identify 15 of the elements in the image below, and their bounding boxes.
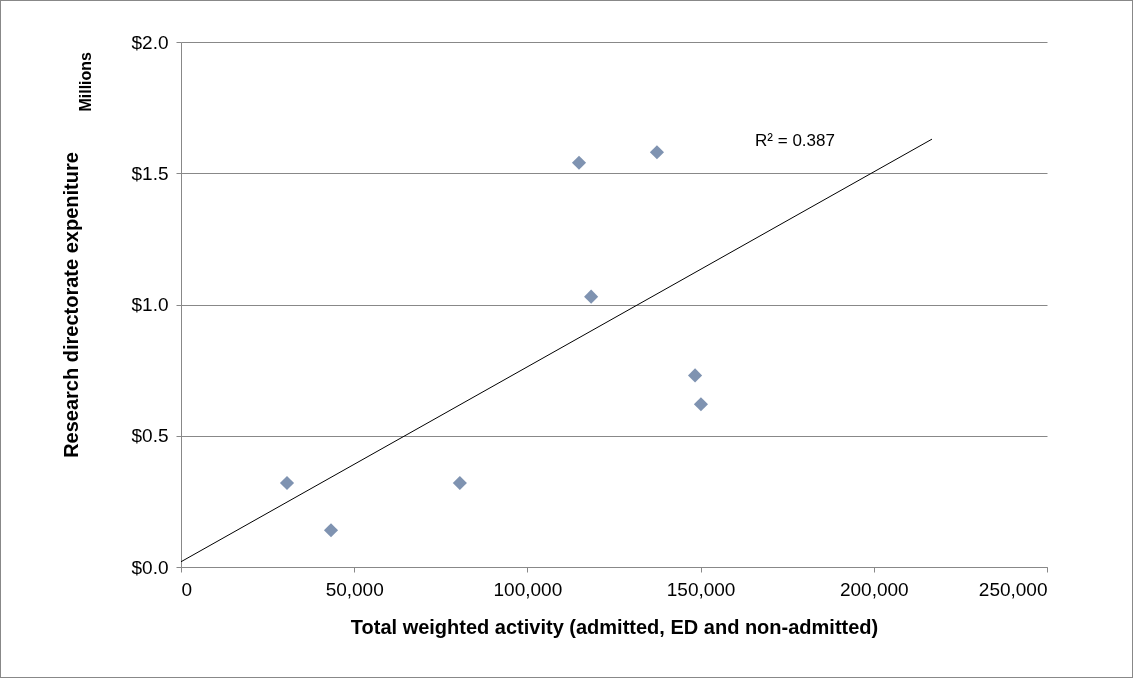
y-tick-label: $0.0 [131,556,169,578]
x-tick-label: 200,000 [839,578,909,600]
y-axis-title: Research directorate expeniture [59,152,82,458]
x-tick-label: 0 [181,578,193,600]
x-tick-label: 50,000 [325,578,384,600]
x-tick-label: 250,000 [978,578,1048,600]
x-tick-label: 100,000 [493,578,563,600]
x-axis-title: Total weighted activity (admitted, ED and non-admitted) [350,615,879,638]
y-tick-label: $1.0 [131,294,169,315]
text: Millions [77,51,94,112]
y-tick-label: $2.0 [131,31,169,53]
y-tick-label: $0.5 [131,425,169,447]
y-tick-label: $1.5 [131,162,169,184]
x-tick-label: 150,000 [666,578,736,600]
annotation: R² = 0.387 [755,131,835,150]
